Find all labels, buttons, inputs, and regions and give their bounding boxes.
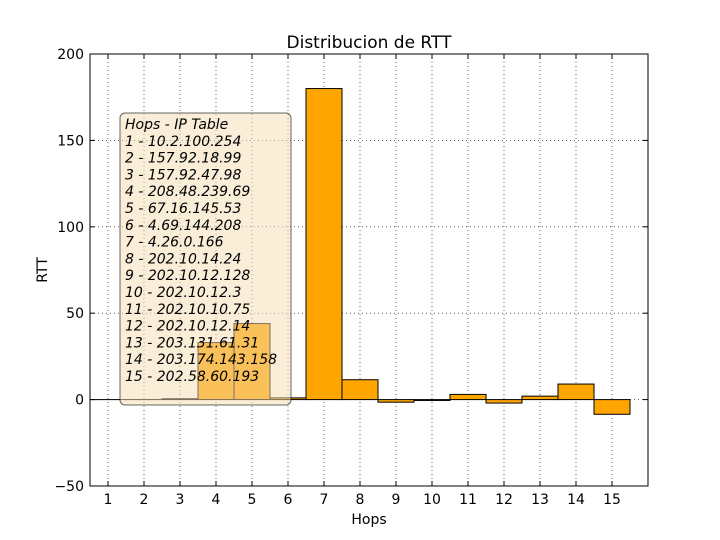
x-tick-label: 15 [603, 492, 621, 508]
plot-frame [89, 53, 649, 487]
x-tick-label: 13 [531, 492, 549, 508]
legend-entry: 11 - 202.10.10.75 [125, 302, 250, 318]
bar-hop-8 [341, 379, 379, 401]
y-axis-title: RTT [35, 257, 51, 283]
legend-box [119, 112, 292, 406]
x-tick-label: 10 [423, 492, 441, 508]
legend-entry: 3 - 157.92.47.98 [125, 167, 241, 183]
chart-title: Distribucion de RTT [287, 33, 453, 53]
x-tick-label: 7 [320, 492, 329, 508]
x-tick-label: 14 [567, 492, 585, 508]
y-tick-label: 150 [57, 133, 84, 149]
x-axis-title: Hops [351, 512, 386, 528]
x-tick-label: 6 [284, 492, 293, 508]
legend-entry: 12 - 202.10.12.14 [125, 319, 250, 335]
bar-hop-14 [557, 383, 595, 401]
legend-entry: 13 - 203.131.61.31 [125, 335, 259, 351]
bar-hop-12 [485, 399, 523, 404]
x-tick-label: 2 [140, 492, 149, 508]
x-tick-label: 5 [248, 492, 257, 508]
legend-entry: 14 - 203.174.143.158 [125, 352, 277, 368]
x-tick-label: 9 [392, 492, 401, 508]
legend-entry: 10 - 202.10.12.3 [125, 285, 241, 301]
y-tick-label: 50 [66, 306, 84, 322]
x-tick-label: 1 [104, 492, 113, 508]
legend-title: Hops - IP Table [125, 117, 228, 133]
y-tick-label: 100 [57, 220, 84, 236]
y-tick-label: 200 [57, 47, 84, 63]
legend-entry: 7 - 4.26.0.166 [125, 235, 224, 251]
legend-entry: 15 - 202.58.60.193 [125, 369, 259, 385]
bar-hop-9 [377, 399, 415, 403]
legend-entry: 9 - 202.10.12.128 [125, 268, 250, 284]
legend-entry: 1 - 10.2.100.254 [125, 134, 241, 150]
x-tick-label: 8 [356, 492, 365, 508]
bar-hop-13 [521, 395, 559, 401]
legend-entry: 2 - 157.92.18.99 [125, 151, 241, 167]
bar-hop-7 [305, 88, 343, 401]
y-tick-label: 0 [75, 393, 84, 409]
bar-hop-10 [413, 399, 451, 401]
legend-entry: 4 - 208.48.239.69 [125, 184, 250, 200]
legend-entry: 8 - 202.10.14.24 [125, 251, 241, 267]
bar-hop-11 [449, 393, 487, 401]
x-tick-label: 11 [459, 492, 477, 508]
legend-entry: 5 - 67.16.145.53 [125, 201, 241, 217]
y-tick-label: −50 [54, 479, 84, 495]
x-tick-label: 3 [176, 492, 185, 508]
x-tick-label: 12 [495, 492, 513, 508]
bar-hop-15 [593, 399, 631, 415]
x-tick-label: 4 [212, 492, 221, 508]
legend-entry: 6 - 4.69.144.208 [125, 218, 241, 234]
